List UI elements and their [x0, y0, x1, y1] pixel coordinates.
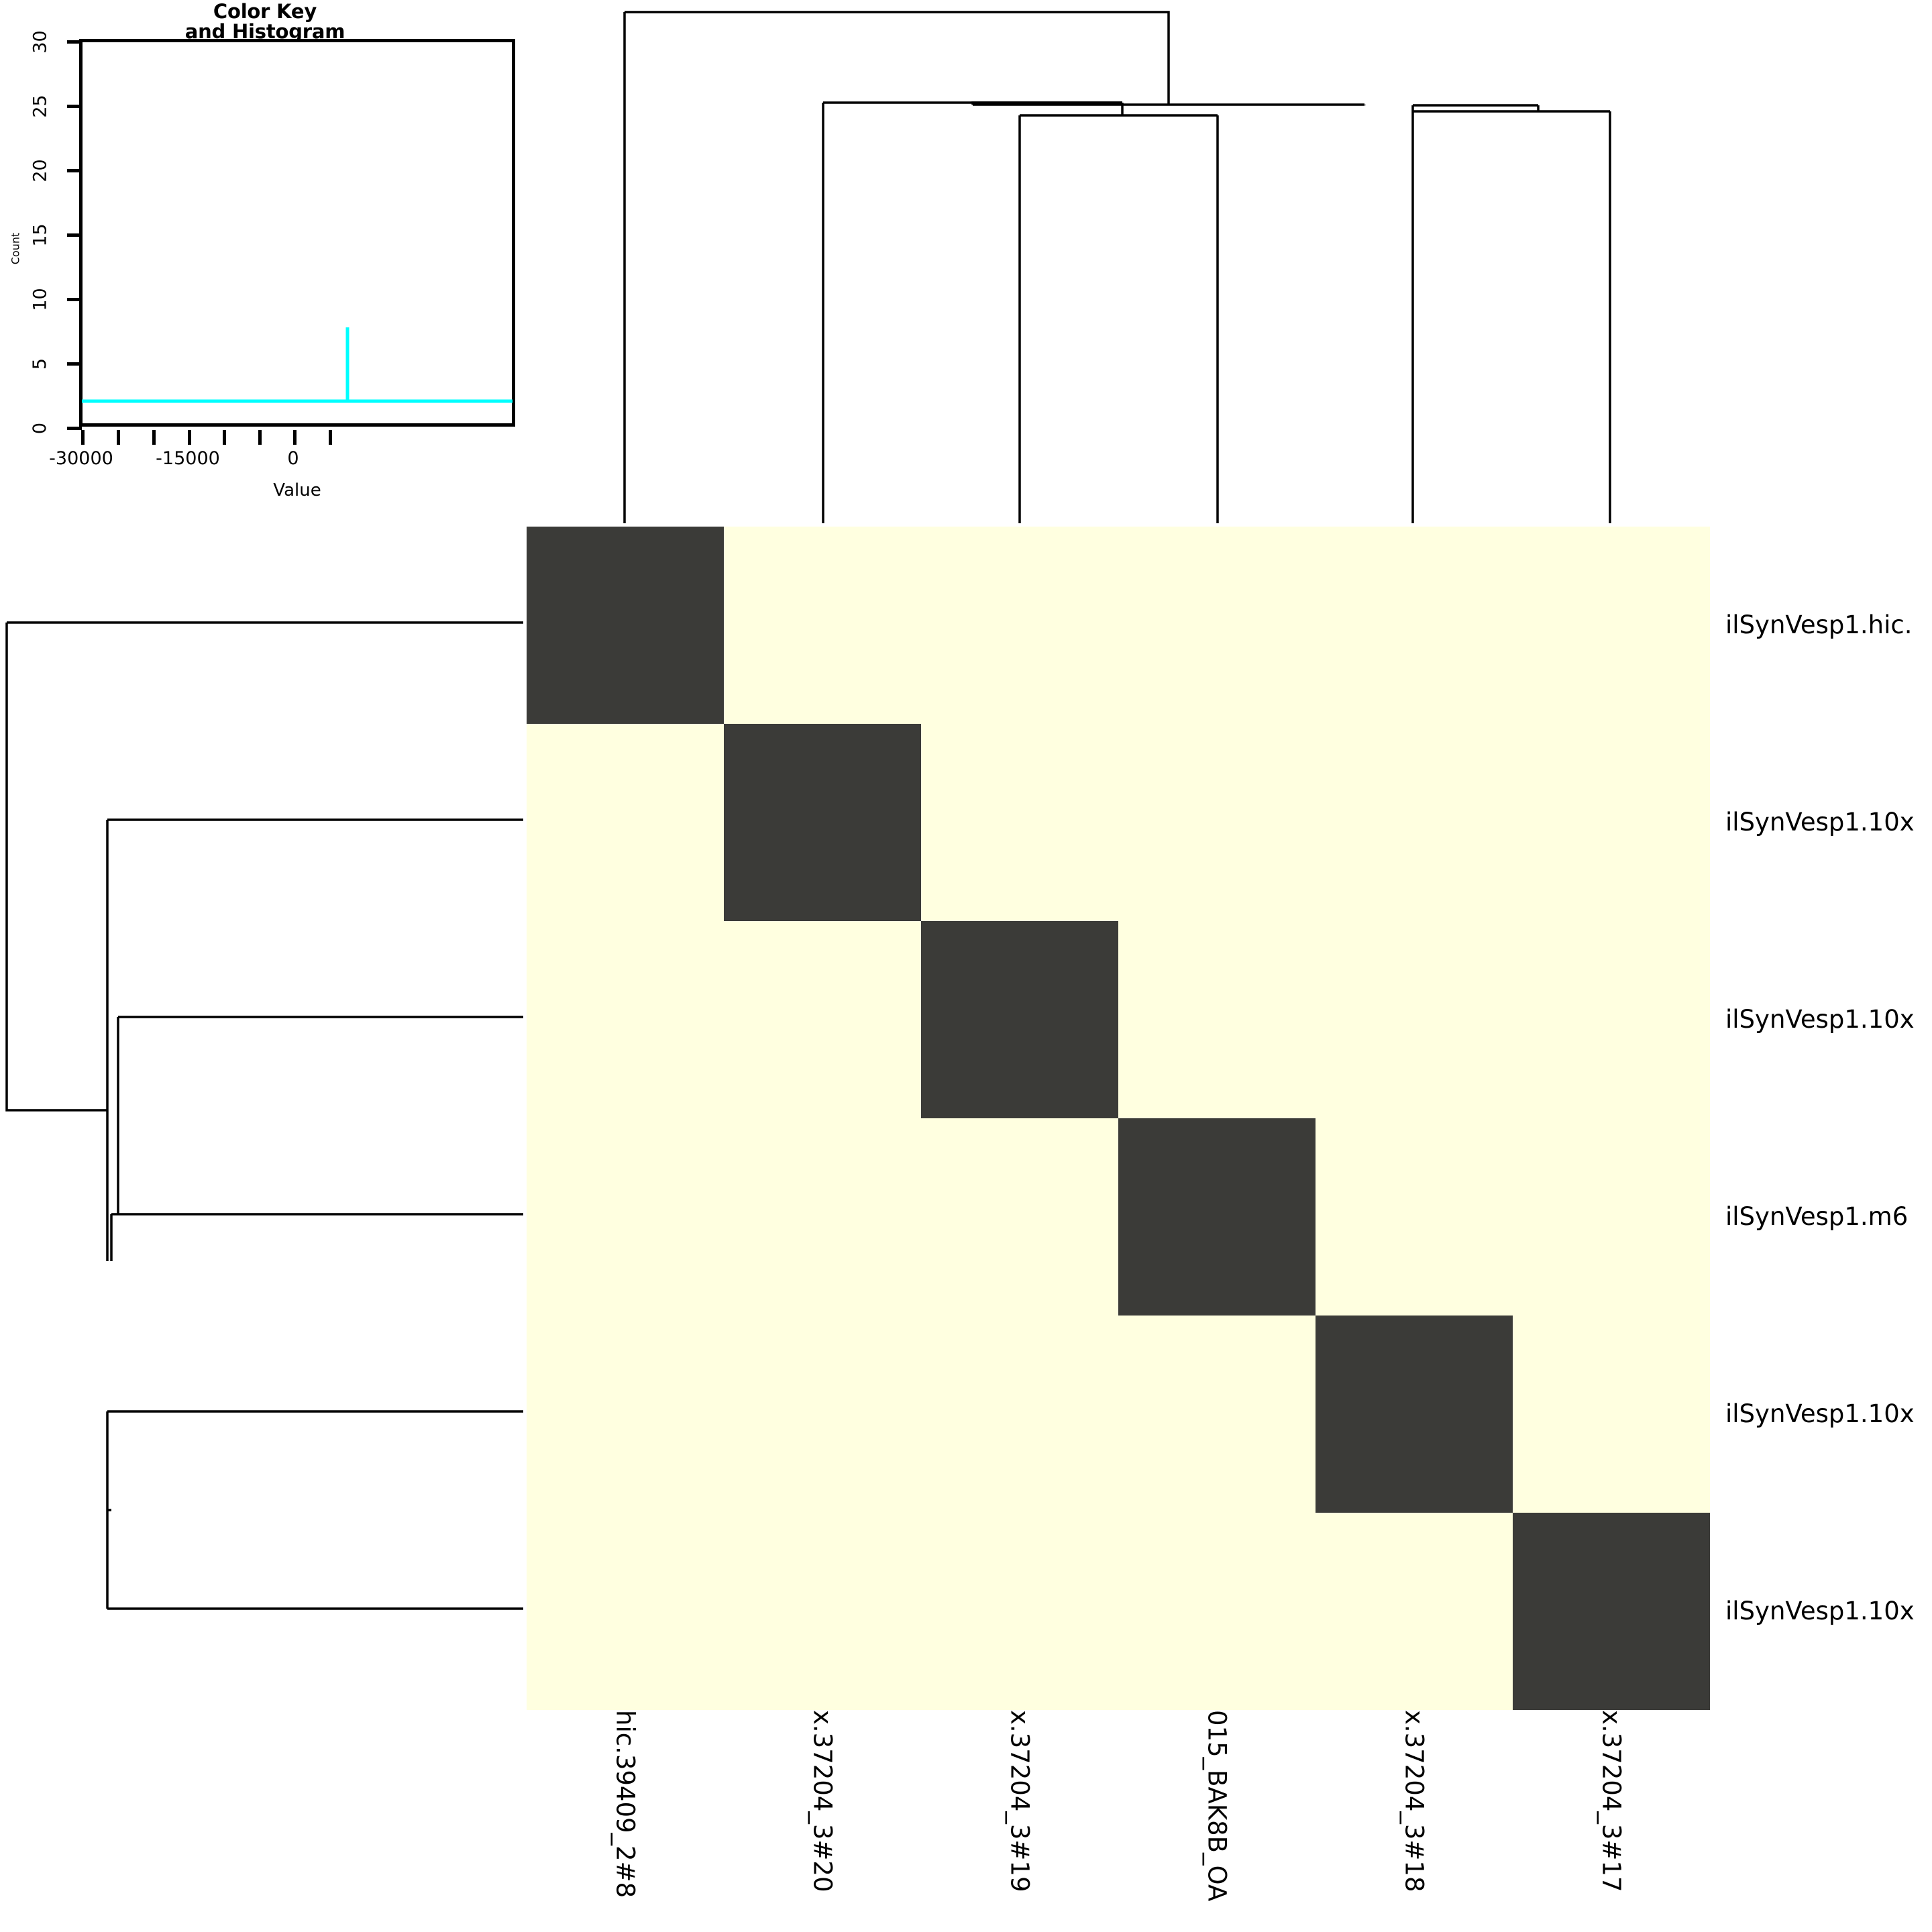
heatmap-cell — [1316, 1118, 1513, 1316]
ck-ytick-0 — [67, 427, 82, 430]
row-label: ilSynVesp1.10x — [1725, 808, 1915, 837]
heatmap-cell — [724, 724, 921, 921]
ck-ytick-25 — [67, 105, 82, 108]
column-label: 015_BAK8B_OA — [1202, 1710, 1232, 1932]
heatmap-cell — [1118, 921, 1316, 1118]
ck-xtick-m25000 — [152, 430, 156, 445]
heatmap-cell — [1316, 724, 1513, 921]
ck-xtick-5000 — [329, 430, 332, 445]
column-label: x.37204_3#19 — [1005, 1710, 1034, 1932]
histogram-trace — [82, 327, 513, 403]
ck-ytick-20 — [67, 169, 82, 172]
heatmap-cell — [527, 921, 724, 1118]
ck-ylabel-15: 15 — [30, 223, 51, 247]
col-branch-root — [625, 11, 1170, 105]
heatmap-cell — [1316, 527, 1513, 724]
row-labels: ilSynVesp1.hic. ilSynVesp1.10x ilSynVesp1.… — [1725, 527, 1932, 1710]
column-label-text: 015_BAK8B_OA — [1202, 1710, 1232, 1902]
column-label: x.37204_3#20 — [808, 1710, 837, 1932]
heatmap-cell — [1513, 1118, 1710, 1316]
heatmap-cell — [1513, 1316, 1710, 1513]
ck-ylabel-25: 25 — [30, 94, 51, 118]
column-label: x.37204_3#18 — [1399, 1710, 1429, 1932]
ck-ylabel-30: 30 — [30, 30, 51, 54]
heatmap-cell — [1513, 724, 1710, 921]
ck-xtick-m10000 — [258, 430, 262, 445]
ck-ylabel-5: 5 — [30, 358, 51, 370]
row-label: ilSynVesp1.10x — [1725, 1399, 1915, 1428]
ck-xaxis-title: Value — [273, 480, 321, 500]
ck-xlabel-0: 0 — [287, 448, 299, 469]
heatmap-cell — [527, 1513, 724, 1710]
heatmap-cell — [527, 1118, 724, 1316]
ck-ytick-30 — [67, 40, 82, 44]
heatmap-cell — [1513, 921, 1710, 1118]
ck-xlabel-m30000: -30000 — [49, 448, 113, 469]
heatmap-cell — [1118, 1513, 1316, 1710]
heatmap-cell — [921, 1118, 1118, 1316]
column-label-text: x.37204_3#18 — [1399, 1710, 1429, 1892]
column-label-text: x.37204_3#20 — [808, 1710, 837, 1892]
heatmap-cell — [724, 1118, 921, 1316]
ck-ytick-5 — [67, 362, 82, 366]
heatmap-cell — [1316, 1316, 1513, 1513]
ck-xtick-0 — [293, 430, 297, 445]
ck-ylabel-20: 20 — [30, 158, 51, 182]
row-dendrogram — [5, 621, 523, 1610]
heatmap-cell — [527, 724, 724, 921]
row-label: ilSynVesp1.m6 — [1725, 1202, 1909, 1231]
heatmap-cell — [1118, 1316, 1316, 1513]
heatmap-cell — [1118, 1118, 1316, 1316]
heatmap-cell — [1118, 724, 1316, 921]
heatmap-cell — [724, 1316, 921, 1513]
heatmap-cell — [921, 1316, 1118, 1513]
heatmap-cell — [921, 724, 1118, 921]
ck-ytick-15 — [67, 233, 82, 237]
heatmap-cell — [527, 527, 724, 724]
heatmap-cell — [1513, 1513, 1710, 1710]
column-label-text: x.37204_3#19 — [1005, 1710, 1034, 1892]
column-label: hic.39409_2#8 — [610, 1710, 640, 1932]
ck-xtick-m30000 — [81, 430, 85, 445]
ck-yaxis-title: Count — [9, 232, 22, 264]
heatmap-cell — [1316, 921, 1513, 1118]
ck-xtick-m15000 — [223, 430, 226, 445]
heatmap-grid — [527, 527, 1710, 1710]
row-label: ilSynVesp1.hic. — [1725, 610, 1913, 639]
heatmap-cell — [921, 527, 1118, 724]
column-label-text: x.37204_3#17 — [1597, 1710, 1626, 1892]
color-key-title: Color Key and Histogram — [184, 0, 345, 44]
column-labels: hic.39409_2#8 x.37204_3#20 x.37204_3#19 015… — [527, 1710, 1710, 1932]
column-label: x.37204_3#17 — [1597, 1710, 1626, 1932]
heatmap-cell — [921, 921, 1118, 1118]
histogram-plot-frame — [79, 39, 515, 427]
heatmap-cell — [1316, 1513, 1513, 1710]
ck-xlabel-m15000: -15000 — [156, 448, 220, 469]
color-key-panel: Color Key and Histogram 0 5 10 15 20 25 … — [0, 0, 530, 510]
row-branch-rB — [106, 1411, 111, 1609]
ck-ytick-10 — [67, 298, 82, 301]
heatmap-cell — [724, 1513, 921, 1710]
heatmap-cell — [724, 527, 921, 724]
heatmap-cell — [1118, 527, 1316, 724]
row-branch-root — [5, 623, 107, 1112]
ck-xtick-m27500 — [117, 430, 120, 445]
heatmap-cell — [921, 1513, 1118, 1710]
row-label: ilSynVesp1.10x — [1725, 1597, 1915, 1625]
column-label-text: hic.39409_2#8 — [610, 1710, 640, 1898]
ck-ylabel-10: 10 — [30, 287, 51, 311]
heatmap-cell — [1513, 527, 1710, 724]
ck-ylabel-0: 0 — [30, 422, 51, 434]
heatmap-cell — [527, 1316, 724, 1513]
column-dendrogram — [623, 11, 1611, 523]
ck-xtick-m22500 — [188, 430, 191, 445]
row-label: ilSynVesp1.10x — [1725, 1005, 1915, 1034]
histogram-plot — [82, 327, 513, 403]
heatmap-cell — [724, 921, 921, 1118]
